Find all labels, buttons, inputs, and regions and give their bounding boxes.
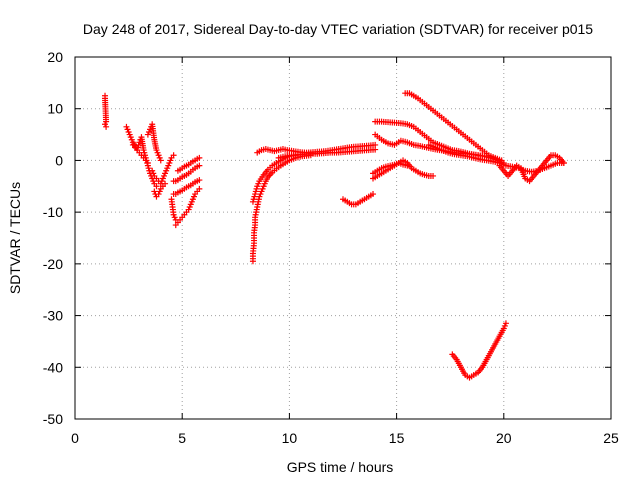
series-s6 [151, 180, 169, 200]
series-s18 [370, 160, 411, 177]
y-tick-label: 10 [47, 101, 63, 117]
series-s3 [129, 134, 160, 190]
data-point [370, 191, 377, 198]
axis-ticks: 0 5 10 15 20 25 -50 -40 -30 -20 -10 0 10 20 [43, 49, 619, 446]
series-s1 [102, 92, 110, 125]
series-s24 [449, 320, 509, 381]
data-point [170, 152, 177, 159]
series-s21 [402, 90, 505, 164]
series-s1b [102, 121, 110, 130]
x-tick-label: 10 [282, 430, 298, 446]
series-s11 [170, 177, 203, 198]
y-tick-label: 20 [47, 49, 63, 65]
series-s5 [149, 152, 177, 187]
data-point [153, 183, 160, 190]
data-point [157, 157, 164, 164]
series-s16 [340, 191, 377, 208]
data-point [404, 162, 411, 169]
y-axis-label: SDTVAR / TECUs [7, 182, 23, 294]
data-point [430, 172, 437, 179]
data-point [196, 177, 203, 184]
data-point [196, 154, 203, 161]
series-s15 [275, 146, 379, 161]
y-tick-label: -40 [43, 359, 63, 375]
series-s23 [496, 152, 567, 185]
y-tick-label: 0 [55, 152, 63, 168]
data-point [502, 320, 509, 327]
data-point [372, 146, 379, 153]
x-tick-label: 5 [178, 430, 186, 446]
plot-frame [74, 56, 612, 420]
series-s9 [170, 162, 203, 185]
series-s10 [174, 154, 203, 174]
data-points [102, 90, 567, 381]
x-axis-label: GPS time / hours [287, 459, 394, 475]
data-point [103, 123, 110, 130]
data-point [560, 160, 567, 167]
x-tick-label: 20 [496, 430, 512, 446]
grid-lines [75, 57, 611, 419]
x-tick-label: 15 [389, 430, 405, 446]
y-tick-label: -10 [43, 204, 63, 220]
x-tick-label: 0 [71, 430, 79, 446]
series-s7 [168, 196, 179, 223]
y-tick-label: -30 [43, 308, 63, 324]
y-tick-label: -50 [43, 411, 63, 427]
series-s8 [172, 185, 203, 229]
data-point [162, 180, 169, 187]
y-tick-label: -20 [43, 256, 63, 272]
data-point [196, 185, 203, 192]
series-s4 [144, 121, 164, 164]
x-tick-label: 25 [603, 430, 619, 446]
chart-title: Day 248 of 2017, Sidereal Day-to-day VTE… [83, 21, 593, 37]
data-point [196, 162, 203, 169]
